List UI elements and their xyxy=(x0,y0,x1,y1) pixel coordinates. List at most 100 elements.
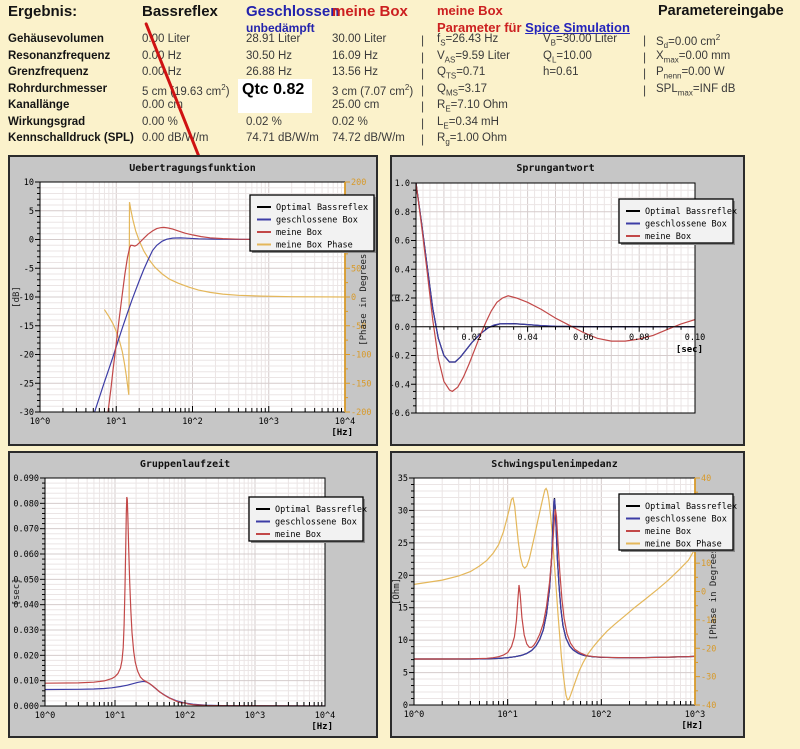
svg-text:0.090: 0.090 xyxy=(13,474,39,484)
cell-param-1: Xmax=0.00 mm xyxy=(656,50,731,65)
svg-text:[Hz]: [Hz] xyxy=(311,722,333,732)
svg-text:10^2: 10^2 xyxy=(175,711,195,721)
cell-spice1-6: Rg=1.00 Ohm xyxy=(437,132,507,147)
svg-text:40: 40 xyxy=(701,474,711,484)
svg-text:0.08: 0.08 xyxy=(629,333,649,343)
svg-text:20: 20 xyxy=(398,571,408,581)
svg-text:-40: -40 xyxy=(701,701,716,711)
separator: | xyxy=(421,132,425,146)
svg-text:-50: -50 xyxy=(351,322,366,332)
impedance-chart: 10^0 10^1 10^2 10^3[Hz] 35 30 25 20 15 10 5 0 [Ohm] 4… xyxy=(392,458,737,731)
svg-text:0.2: 0.2 xyxy=(395,294,410,304)
legend-label: meine Box xyxy=(276,228,322,238)
svg-text:50: 50 xyxy=(351,264,361,274)
svg-text:10^0: 10^0 xyxy=(30,417,50,427)
column-header-geschlossen-sub: unbedämpft xyxy=(246,21,315,35)
svg-text:0.020: 0.020 xyxy=(13,651,39,661)
svg-text:5: 5 xyxy=(403,669,408,679)
transfer-function-chart: 10^0 10^1 10^2 10^3 10^4[Hz]1050-5-10-15-20-… xyxy=(12,162,376,438)
separator: | xyxy=(421,33,425,47)
row-label-3: Rohrdurchmesser xyxy=(8,83,108,95)
svg-text:[sec]: [sec] xyxy=(12,578,22,605)
svg-text:10: 10 xyxy=(24,178,34,188)
cell-spice2-2: h=0.61 xyxy=(543,66,579,78)
cell-geschlossen-2: 26.88 Hz xyxy=(246,66,293,78)
spice-simulation-link[interactable]: Spice Simulation xyxy=(525,20,630,35)
column-header-meine-box: meine Box xyxy=(332,3,408,20)
separator: | xyxy=(643,66,647,80)
svg-text:10^4: 10^4 xyxy=(315,711,335,721)
series-geschlossene-box xyxy=(94,237,345,412)
series-meine-box xyxy=(45,496,325,706)
legend-label: meine Box xyxy=(645,232,691,242)
cell-bassreflex-4: 0.00 cm xyxy=(142,99,183,111)
cell-meinebox-3: 3 cm (7.07 cm2) xyxy=(332,83,414,98)
legend-label: meine Box xyxy=(275,530,321,540)
cell-meinebox-6: 74.72 dB/W/m xyxy=(332,132,405,144)
svg-text:0.6: 0.6 xyxy=(395,237,410,247)
legend-label: Optimal Bassreflex xyxy=(276,203,368,213)
cell-geschlossen-5: 0.02 % xyxy=(246,116,282,128)
svg-text:-20: -20 xyxy=(19,351,34,361)
cell-meinebox-5: 0.02 % xyxy=(332,116,368,128)
qtc-value: Qtc 0.82 xyxy=(238,79,313,113)
cell-bassreflex-1: 0.00 Hz xyxy=(142,50,182,62)
svg-text:[Hz]: [Hz] xyxy=(681,721,703,731)
legend-label: Optimal Bassreflex xyxy=(275,505,367,515)
cell-bassreflex-6: 0.00 dB/W/m xyxy=(142,132,209,144)
svg-text:200: 200 xyxy=(351,178,366,188)
svg-text:0.030: 0.030 xyxy=(13,626,39,636)
svg-text:0.050: 0.050 xyxy=(13,575,39,585)
svg-text:10^1: 10^1 xyxy=(106,417,126,427)
svg-text:25: 25 xyxy=(398,539,408,549)
column-header-parametereingabe: Parametereingabe xyxy=(658,3,784,19)
cell-meinebox-4: 25.00 cm xyxy=(332,99,380,111)
legend-label: meine Box Phase xyxy=(276,241,353,251)
svg-text:10^3: 10^3 xyxy=(259,417,279,427)
cell-spice1-3: QMS=3.17 xyxy=(437,83,488,98)
chart-panel-sprungantwort: 0.02 0.04 0.06 0.08 0.10 [sec] 1.0 0.8 0.6 0.4 0.2… xyxy=(390,155,745,446)
separator: | xyxy=(643,50,647,64)
legend-label: geschlossene Box xyxy=(645,220,727,230)
chart-title: Gruppenlaufzeit xyxy=(140,458,230,470)
svg-text:[]: [] xyxy=(392,293,402,304)
cell-meinebox-0: 30.00 Liter xyxy=(332,33,387,45)
svg-text:-100: -100 xyxy=(351,351,371,361)
svg-text:-20: -20 xyxy=(701,644,716,654)
row-label-6: Kennschalldruck (SPL) xyxy=(8,132,134,144)
spice-parameter-line: Parameter für Spice Simulation xyxy=(437,20,630,35)
row-label-0: Gehäusevolumen xyxy=(8,33,104,45)
svg-text:-0.2: -0.2 xyxy=(392,352,410,362)
svg-text:-30: -30 xyxy=(701,673,716,683)
separator: | xyxy=(421,66,425,80)
svg-text:10^4: 10^4 xyxy=(335,417,355,427)
cell-spice1-2: QTS=0.71 xyxy=(437,66,486,81)
chart-title: Uebertragungsfunktion xyxy=(129,162,255,174)
svg-text:0.4: 0.4 xyxy=(395,265,410,275)
svg-text:5: 5 xyxy=(29,207,34,217)
svg-text:10^0: 10^0 xyxy=(404,710,424,720)
chart-panel-gruppenlaufzeit: 10^0 10^1 10^2 10^3 10^4 [Hz] 0.090 0.080 0.070 0… xyxy=(8,451,378,738)
cell-geschlossen-0: 28.91 Liter xyxy=(246,33,301,45)
legend-label: geschlossene Box xyxy=(645,515,727,525)
svg-text:-10: -10 xyxy=(701,616,716,626)
svg-text:[Phase in Degrees]: [Phase in Degrees] xyxy=(359,248,369,346)
separator: | xyxy=(421,99,425,113)
chart-panel-uebertragungsfunktion: 10^0 10^1 10^2 10^3 10^4 [Hz] 10 5 0 -5 -10 -15 -20-… xyxy=(8,155,378,446)
cell-param-3: SPLmax=INF dB xyxy=(656,83,736,98)
group-delay-chart: 10^0 10^1 10^2 10^3 10^4[Hz] 0.090 0.080 0.070 0… xyxy=(12,458,367,732)
svg-text:35: 35 xyxy=(398,474,408,484)
svg-text:10^2: 10^2 xyxy=(591,710,611,720)
cell-meinebox-1: 16.09 Hz xyxy=(332,50,379,62)
series-meine-box xyxy=(416,183,695,393)
row-label-4: Kanallänge xyxy=(8,99,70,111)
svg-text:0.010: 0.010 xyxy=(13,677,39,687)
svg-text:-15: -15 xyxy=(19,322,34,332)
legend-label: meine Box Phase xyxy=(645,540,722,550)
svg-text:-10: -10 xyxy=(19,293,34,303)
svg-text:[Phase in Degrees]: [Phase in Degrees] xyxy=(709,543,719,641)
svg-text:0.10: 0.10 xyxy=(685,333,705,343)
svg-text:0.070: 0.070 xyxy=(13,525,39,535)
results-title: Ergebnis: xyxy=(8,3,78,20)
row-label-1: Resonanzfrequenz xyxy=(8,50,111,62)
